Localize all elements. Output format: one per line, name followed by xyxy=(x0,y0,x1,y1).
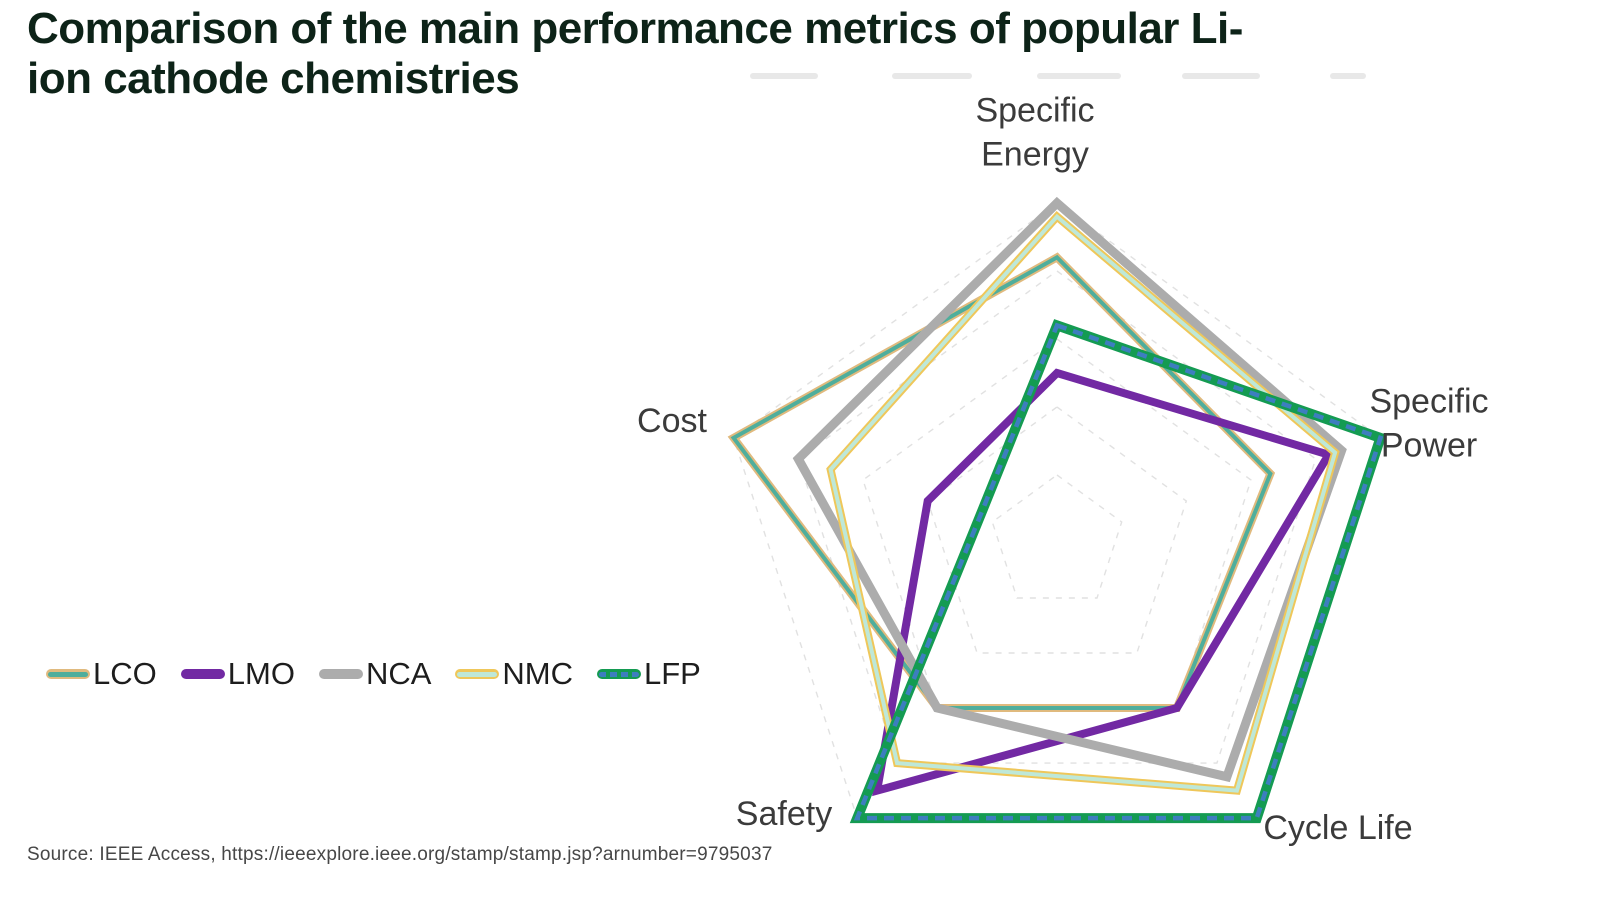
chart-legend: LCO LMO NCA NMC LFP xyxy=(46,656,701,692)
legend-label: LFP xyxy=(644,656,701,691)
grid-ring-2 xyxy=(926,406,1188,654)
grid-ring-1 xyxy=(991,474,1123,599)
faded-dash xyxy=(750,73,818,79)
series-lmo xyxy=(872,368,1335,797)
grid-ring-5 xyxy=(732,202,1382,819)
axis-label-cost: Cost xyxy=(637,402,707,441)
legend-swatch-lfp-icon xyxy=(597,669,641,679)
legend-swatch-nca-icon xyxy=(318,669,363,679)
axis-label-specific-power: Specific Power xyxy=(1369,382,1489,464)
legend-label: NCA xyxy=(365,656,432,691)
source-citation: Source: IEEE Access, https://ieeexplore.… xyxy=(27,844,773,865)
legend-swatch-lmo-icon xyxy=(180,669,225,679)
legend-item-lfp: LFP xyxy=(597,656,701,692)
faded-dash xyxy=(1037,73,1121,79)
faded-watermark-dashes xyxy=(0,73,1600,83)
grid-ring-4 xyxy=(797,270,1317,764)
series-lco xyxy=(730,254,1273,710)
page-title-line2: ion cathode chemistries xyxy=(27,54,520,104)
legend-label: LCO xyxy=(93,656,157,691)
series-lfp xyxy=(853,322,1384,821)
legend-item-lco: LCO xyxy=(46,656,157,692)
legend-item-nmc: NMC xyxy=(455,656,573,692)
axis-label-safety: Safety xyxy=(735,795,833,834)
legend-label: NMC xyxy=(502,656,573,691)
legend-item-lmo: LMO xyxy=(180,656,295,692)
axis-label-specific-energy: Specific Energy xyxy=(975,91,1095,173)
series-nmc xyxy=(828,213,1338,793)
faded-dash xyxy=(1330,73,1366,79)
legend-swatch-lco-icon xyxy=(46,669,90,679)
legend-swatch-nmc-icon xyxy=(455,669,500,679)
faded-dash xyxy=(1182,73,1260,79)
legend-label: LMO xyxy=(227,656,295,691)
faded-dash xyxy=(892,73,972,79)
page-title: Comparison of the main performance metri… xyxy=(27,4,1572,104)
page-title-line1: Comparison of the main performance metri… xyxy=(27,4,1243,53)
axis-label-cycle-life: Cycle Life xyxy=(1263,809,1413,848)
legend-item-nca: NCA xyxy=(318,656,432,692)
